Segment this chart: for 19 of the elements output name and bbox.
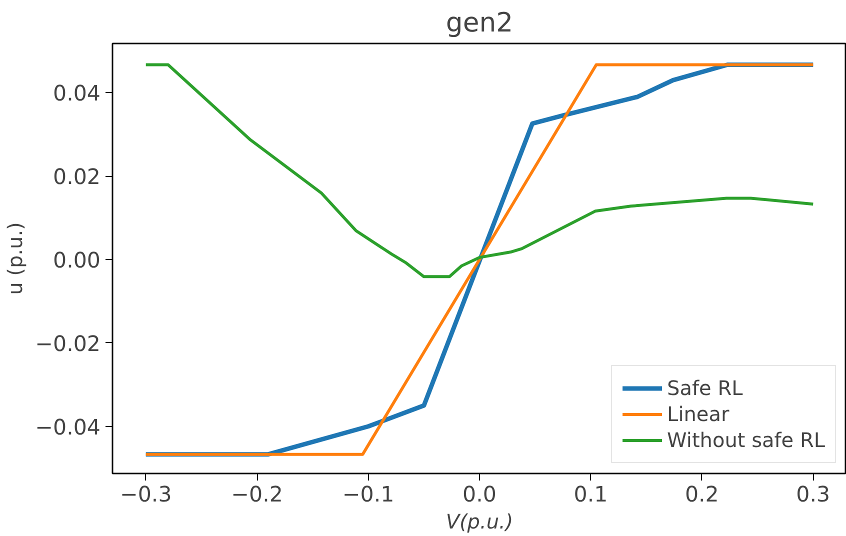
chart-title: gen2 — [446, 8, 514, 38]
x-tick-label: −0.1 — [342, 482, 394, 508]
x-tick-label: −0.3 — [120, 482, 172, 508]
legend-label: Linear — [667, 402, 730, 426]
x-tick-label: 0.0 — [462, 482, 496, 508]
line-series — [144, 63, 815, 278]
legend-label: Without safe RL — [667, 428, 825, 452]
y-axis-title: u (p.u.) — [3, 222, 28, 295]
legend-label: Safe RL — [667, 376, 743, 400]
y-tick-label: −0.04 — [35, 415, 100, 440]
y-tick-label: 0.02 — [53, 165, 101, 190]
x-tick-label: 0.1 — [574, 482, 608, 508]
x-tick-label: 0.3 — [796, 482, 830, 508]
y-tick-label: 0.04 — [53, 82, 101, 107]
x-tick-label: −0.2 — [231, 482, 283, 508]
x-tick-label: 0.2 — [684, 482, 719, 508]
x-axis-title: V(p.u.) — [446, 510, 514, 534]
y-tick-label: 0.00 — [53, 248, 101, 274]
y-tick-label: −0.02 — [35, 332, 100, 357]
